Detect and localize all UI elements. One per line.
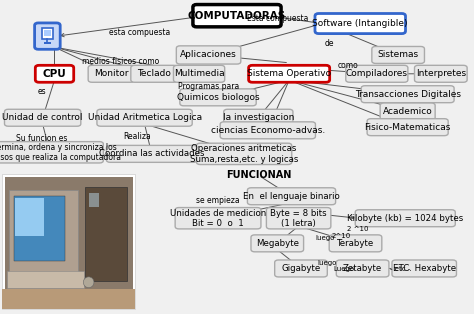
FancyBboxPatch shape xyxy=(88,65,135,82)
Text: - etc -: - etc - xyxy=(391,266,410,273)
Text: la investigacion: la investigacion xyxy=(223,113,294,122)
FancyBboxPatch shape xyxy=(131,65,177,82)
Text: En  el lenguaje binario: En el lenguaje binario xyxy=(243,192,340,201)
FancyBboxPatch shape xyxy=(35,65,74,82)
FancyBboxPatch shape xyxy=(193,4,281,27)
Text: Terabyte: Terabyte xyxy=(337,239,374,248)
Text: Operaciones aritmeticas
Suma,resta,etc. y logicas: Operaciones aritmeticas Suma,resta,etc. … xyxy=(190,144,298,164)
Text: Su funcion es: Su funcion es xyxy=(16,134,67,143)
FancyBboxPatch shape xyxy=(247,188,336,205)
FancyBboxPatch shape xyxy=(251,235,303,252)
FancyBboxPatch shape xyxy=(361,86,454,103)
Text: Unidades de medicion
Bit = 0  o  1: Unidades de medicion Bit = 0 o 1 xyxy=(170,208,266,228)
Text: ciencias Economo-advas.: ciencias Economo-advas. xyxy=(210,126,325,135)
FancyBboxPatch shape xyxy=(372,46,424,63)
FancyBboxPatch shape xyxy=(196,143,292,165)
Text: de: de xyxy=(325,40,334,48)
Bar xyxy=(85,187,127,281)
Text: FUNCIONAN: FUNCIONAN xyxy=(226,170,291,180)
Text: CPU: CPU xyxy=(43,69,66,79)
Text: Luego: Luego xyxy=(333,266,354,273)
Text: Interpretes: Interpretes xyxy=(416,69,466,78)
Bar xyxy=(44,42,51,44)
Text: Sistemas: Sistemas xyxy=(378,51,419,59)
Text: Gigabyte: Gigabyte xyxy=(282,264,320,273)
FancyBboxPatch shape xyxy=(414,65,467,82)
Bar xyxy=(5,177,133,308)
Text: se empieza: se empieza xyxy=(196,196,240,205)
Text: luego: luego xyxy=(318,260,337,266)
FancyBboxPatch shape xyxy=(355,210,455,227)
Bar xyxy=(9,190,79,274)
Bar xyxy=(2,289,135,309)
FancyBboxPatch shape xyxy=(266,208,331,229)
Text: Compiladores: Compiladores xyxy=(346,69,408,78)
Bar xyxy=(2,174,135,309)
Bar xyxy=(15,198,45,236)
FancyBboxPatch shape xyxy=(336,260,389,277)
Text: luego: luego xyxy=(315,235,334,241)
FancyBboxPatch shape xyxy=(274,260,327,277)
Text: Programas para: Programas para xyxy=(178,82,239,91)
FancyBboxPatch shape xyxy=(180,89,256,106)
Text: Esta compuesta: Esta compuesta xyxy=(246,14,308,23)
Text: Aplicaciones: Aplicaciones xyxy=(180,51,237,59)
FancyBboxPatch shape xyxy=(224,109,293,126)
FancyBboxPatch shape xyxy=(97,109,192,126)
Text: Monitor: Monitor xyxy=(94,69,128,78)
Text: Kilobyte (kb) = 1024 bytes: Kilobyte (kb) = 1024 bytes xyxy=(347,214,464,223)
Bar xyxy=(42,28,53,39)
Text: Zetabyte: Zetabyte xyxy=(343,264,382,273)
FancyBboxPatch shape xyxy=(248,65,330,82)
FancyBboxPatch shape xyxy=(176,46,241,64)
Bar xyxy=(89,193,99,207)
Text: Unidad Aritmetica Logica: Unidad Aritmetica Logica xyxy=(88,113,201,122)
FancyBboxPatch shape xyxy=(329,235,382,252)
Text: Quimicos biologos: Quimicos biologos xyxy=(177,93,259,102)
Ellipse shape xyxy=(83,277,94,288)
Text: Byte = 8 bits
(1 letra): Byte = 8 bits (1 letra) xyxy=(270,208,327,228)
FancyBboxPatch shape xyxy=(367,119,448,136)
Text: Fisico-Matematicas: Fisico-Matematicas xyxy=(365,123,451,132)
Text: Coordina las actividades: Coordina las actividades xyxy=(99,149,204,158)
Bar xyxy=(7,272,84,288)
Text: Determina, ordena y sincroniza los
procesos que realiza la computadora: Determina, ordena y sincroniza los proce… xyxy=(0,143,121,162)
Text: es: es xyxy=(37,87,46,95)
Text: Academico: Academico xyxy=(383,107,432,116)
Bar xyxy=(14,196,64,261)
FancyBboxPatch shape xyxy=(315,14,405,34)
Text: Software (Intangible): Software (Intangible) xyxy=(312,19,408,28)
Bar xyxy=(44,30,51,36)
FancyBboxPatch shape xyxy=(35,23,60,49)
FancyBboxPatch shape xyxy=(380,103,435,120)
Text: Sistema Operativo: Sistema Operativo xyxy=(247,69,331,78)
Text: COMPUTADORAS: COMPUTADORAS xyxy=(188,11,286,21)
Text: como: como xyxy=(338,62,359,70)
FancyBboxPatch shape xyxy=(392,260,456,277)
Text: Teclado: Teclado xyxy=(137,69,171,78)
Text: 2 ^10: 2 ^10 xyxy=(347,225,369,232)
FancyBboxPatch shape xyxy=(173,65,225,82)
Text: ETC. Hexabyte: ETC. Hexabyte xyxy=(392,264,456,273)
FancyBboxPatch shape xyxy=(175,208,261,229)
FancyBboxPatch shape xyxy=(106,145,197,162)
Text: Transacciones Digitales: Transacciones Digitales xyxy=(355,90,461,99)
Text: Realiza: Realiza xyxy=(124,132,151,141)
FancyBboxPatch shape xyxy=(5,109,81,126)
Text: esta compuesta: esta compuesta xyxy=(109,29,171,37)
FancyBboxPatch shape xyxy=(346,65,408,82)
FancyBboxPatch shape xyxy=(0,142,103,163)
Text: Multimedia: Multimedia xyxy=(174,69,224,78)
Text: medios fisicos como: medios fisicos como xyxy=(82,57,159,66)
Text: 2^10: 2^10 xyxy=(332,233,351,239)
Text: Megabyte: Megabyte xyxy=(256,239,299,248)
FancyBboxPatch shape xyxy=(220,122,316,139)
Text: Unidad de control: Unidad de control xyxy=(2,113,83,122)
